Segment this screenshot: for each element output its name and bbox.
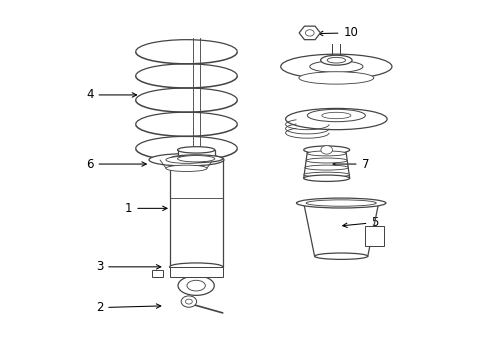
Ellipse shape bbox=[285, 108, 386, 130]
Ellipse shape bbox=[298, 72, 373, 84]
Text: 6: 6 bbox=[86, 158, 146, 171]
Ellipse shape bbox=[177, 147, 214, 153]
Text: 2: 2 bbox=[96, 301, 161, 314]
Circle shape bbox=[181, 296, 196, 307]
Ellipse shape bbox=[296, 198, 385, 208]
Ellipse shape bbox=[307, 151, 346, 156]
Text: 5: 5 bbox=[342, 216, 378, 229]
Text: 4: 4 bbox=[86, 89, 136, 102]
Ellipse shape bbox=[303, 172, 349, 177]
Ellipse shape bbox=[305, 200, 375, 206]
Text: 3: 3 bbox=[96, 260, 161, 273]
Ellipse shape bbox=[303, 146, 349, 154]
Ellipse shape bbox=[314, 253, 367, 260]
Text: 10: 10 bbox=[318, 26, 358, 39]
Circle shape bbox=[320, 145, 332, 154]
Ellipse shape bbox=[149, 154, 224, 166]
Ellipse shape bbox=[320, 55, 351, 65]
FancyBboxPatch shape bbox=[177, 150, 214, 159]
Ellipse shape bbox=[321, 112, 350, 119]
Ellipse shape bbox=[186, 280, 205, 291]
Ellipse shape bbox=[178, 276, 214, 295]
Text: 9: 9 bbox=[335, 60, 368, 73]
Ellipse shape bbox=[305, 158, 346, 163]
FancyBboxPatch shape bbox=[151, 270, 163, 278]
Circle shape bbox=[185, 299, 192, 304]
Text: 7: 7 bbox=[332, 158, 368, 171]
Ellipse shape bbox=[165, 156, 206, 163]
Circle shape bbox=[305, 30, 313, 36]
Ellipse shape bbox=[309, 61, 362, 72]
Ellipse shape bbox=[169, 155, 223, 163]
Ellipse shape bbox=[307, 109, 365, 122]
FancyBboxPatch shape bbox=[365, 226, 383, 246]
FancyBboxPatch shape bbox=[169, 159, 223, 267]
Ellipse shape bbox=[177, 156, 214, 162]
Ellipse shape bbox=[280, 54, 391, 79]
FancyBboxPatch shape bbox=[169, 267, 223, 278]
Ellipse shape bbox=[303, 175, 349, 181]
Ellipse shape bbox=[326, 57, 345, 63]
Ellipse shape bbox=[165, 165, 206, 171]
Text: 1: 1 bbox=[124, 202, 167, 215]
Ellipse shape bbox=[305, 165, 348, 170]
Text: 8: 8 bbox=[337, 112, 368, 125]
Ellipse shape bbox=[169, 263, 223, 271]
